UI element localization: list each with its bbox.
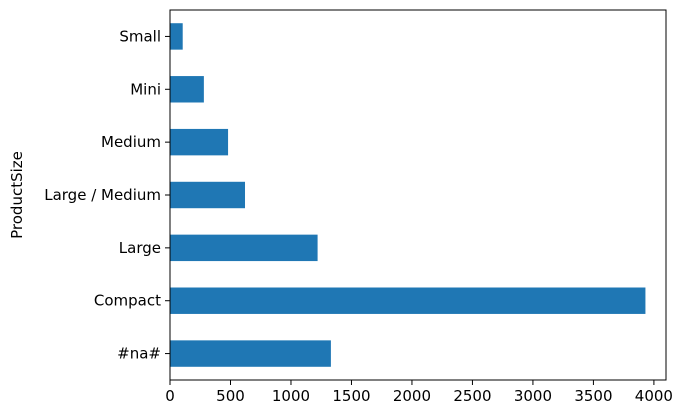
x-tick-label: 1000 <box>272 387 310 405</box>
x-axis-ticks: 0 500 1000 1500 2000 2500 3000 3500 4000 <box>165 380 673 405</box>
x-tick-label: 3500 <box>574 387 612 405</box>
y-axis-ticks: #na# Compact Large Large / Medium Medium Mini… <box>44 27 170 363</box>
y-tick-label-small: Small <box>119 27 161 45</box>
bar-medium <box>170 128 229 156</box>
x-tick-label: 1500 <box>332 387 370 405</box>
x-tick-label: 0 <box>165 387 175 405</box>
bar-small <box>170 23 183 50</box>
bars-group <box>170 23 646 367</box>
bar-mini <box>170 76 204 103</box>
x-tick-label: 500 <box>216 387 245 405</box>
y-tick-label-compact: Compact <box>94 292 161 310</box>
bar-large <box>170 234 318 262</box>
bar-large-medium <box>170 181 246 209</box>
x-tick-label: 2500 <box>453 387 491 405</box>
y-tick-label-na: #na# <box>117 345 161 363</box>
y-tick-label-large: Large <box>119 239 161 257</box>
x-tick-label: 2000 <box>393 387 431 405</box>
x-tick-label: 4000 <box>635 387 673 405</box>
y-tick-label-medium: Medium <box>101 133 161 151</box>
y-tick-label-mini: Mini <box>130 80 161 98</box>
bar-compact <box>170 287 646 314</box>
bar-na <box>170 340 331 367</box>
y-tick-label-large-medium: Large / Medium <box>44 186 161 204</box>
x-tick-label: 3000 <box>514 387 552 405</box>
y-axis-label: ProductSize <box>8 151 26 239</box>
